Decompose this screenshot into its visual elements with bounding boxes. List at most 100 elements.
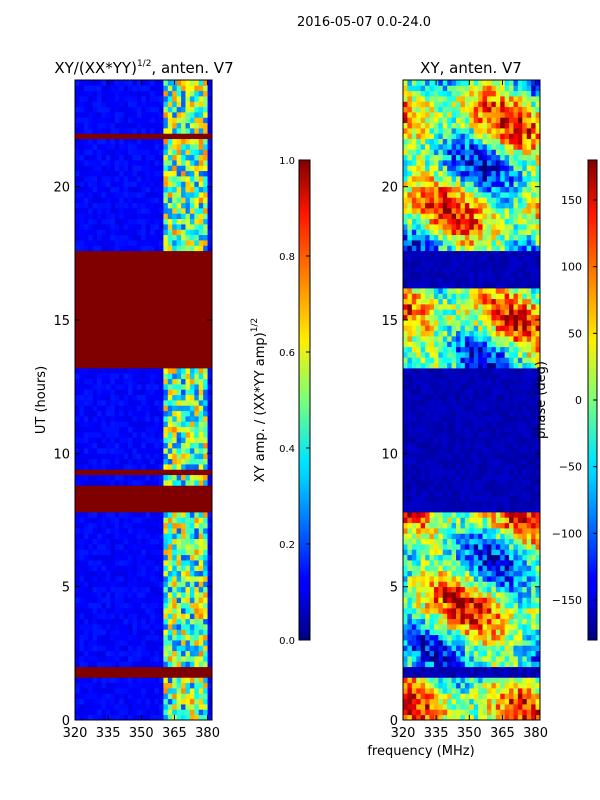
heatmap-cell bbox=[128, 613, 133, 620]
heatmap-cell bbox=[123, 629, 129, 636]
heatmap-cell bbox=[83, 357, 89, 364]
heatmap-cell bbox=[447, 517, 453, 524]
heatmap-cell bbox=[128, 490, 133, 497]
heatmap-cell bbox=[451, 522, 457, 529]
heatmap-cell bbox=[79, 405, 85, 412]
heatmap-cell bbox=[198, 309, 204, 316]
heatmap-cell bbox=[447, 522, 453, 529]
figure-suptitle: 2016-05-07 0.0-24.0 bbox=[297, 15, 431, 30]
heatmap-cell bbox=[513, 640, 519, 646]
heatmap-cell bbox=[114, 522, 120, 529]
heatmap-cell bbox=[176, 266, 182, 273]
heatmap-cell bbox=[167, 565, 173, 572]
heatmap-cell bbox=[163, 309, 169, 316]
heatmap-cell bbox=[407, 554, 413, 561]
heatmap-cell bbox=[132, 549, 138, 556]
heatmap-cell bbox=[207, 154, 213, 161]
heatmap-cell bbox=[105, 336, 111, 342]
heatmap-cell bbox=[194, 645, 200, 652]
heatmap-cell bbox=[150, 234, 155, 241]
heatmap-cell bbox=[110, 597, 116, 604]
heatmap-cell bbox=[176, 218, 182, 225]
heatmap-cell bbox=[158, 592, 164, 598]
heatmap-cell bbox=[167, 624, 173, 630]
heatmap-cell bbox=[128, 384, 133, 390]
heatmap-cell bbox=[145, 581, 151, 588]
heatmap-cell bbox=[97, 624, 102, 630]
heatmap-cell bbox=[442, 661, 448, 668]
heatmap-cell bbox=[517, 533, 523, 540]
heatmap-cell bbox=[482, 613, 488, 620]
heatmap-cell bbox=[119, 416, 125, 422]
heatmap-cell bbox=[172, 592, 178, 598]
heatmap-cell bbox=[460, 634, 466, 641]
heatmap-cell bbox=[176, 533, 182, 540]
heatmap-cell bbox=[447, 538, 453, 545]
heatmap-cell bbox=[425, 613, 430, 620]
heatmap-cell bbox=[482, 570, 488, 577]
heatmap-cell bbox=[429, 512, 435, 518]
heatmap-cell bbox=[92, 570, 98, 577]
heatmap-cell bbox=[79, 517, 85, 524]
heatmap-cell bbox=[88, 581, 94, 588]
heatmap-cell bbox=[189, 112, 195, 118]
heatmap-cell bbox=[79, 586, 85, 593]
heatmap-cell bbox=[150, 336, 155, 342]
heatmap-cell bbox=[110, 208, 116, 214]
heatmap-cell bbox=[207, 688, 213, 694]
heatmap-cell bbox=[486, 538, 492, 545]
heatmap-cell bbox=[438, 602, 444, 609]
heatmap-cell bbox=[150, 272, 155, 278]
heatmap-cell bbox=[181, 410, 186, 417]
heatmap-cell bbox=[185, 501, 191, 508]
heatmap-cell bbox=[101, 330, 107, 337]
heatmap-cell bbox=[97, 384, 102, 390]
heatmap-cell bbox=[110, 602, 116, 609]
heatmap-cell bbox=[132, 480, 138, 486]
heatmap-cell bbox=[416, 624, 422, 630]
heatmap-cell bbox=[101, 496, 107, 502]
heatmap-cell bbox=[110, 80, 116, 86]
heatmap-cell bbox=[460, 549, 466, 556]
heatmap-cell bbox=[167, 298, 173, 305]
heatmap-cell bbox=[75, 133, 80, 140]
heatmap-cell bbox=[176, 346, 182, 353]
heatmap-cell bbox=[128, 138, 133, 145]
heatmap-cell bbox=[110, 501, 116, 508]
heatmap-cell bbox=[150, 586, 155, 593]
heatmap-cell bbox=[517, 586, 523, 593]
heatmap-cell bbox=[198, 250, 204, 257]
heatmap-cell bbox=[141, 490, 147, 497]
heatmap-cell bbox=[83, 410, 89, 417]
heatmap-cell bbox=[167, 400, 173, 406]
heatmap-cell bbox=[207, 314, 213, 321]
heatmap-cell bbox=[97, 389, 102, 396]
heatmap-cell bbox=[207, 80, 213, 86]
heatmap-cell bbox=[88, 330, 94, 337]
heatmap-cell bbox=[526, 522, 532, 529]
heatmap-cell bbox=[141, 517, 147, 524]
heatmap-cell bbox=[97, 714, 102, 721]
heatmap-cell bbox=[83, 234, 89, 241]
heatmap-cell bbox=[464, 650, 470, 657]
heatmap-cell bbox=[504, 586, 510, 593]
heatmap-cell bbox=[154, 213, 160, 220]
heatmap-cell bbox=[110, 453, 116, 460]
heatmap-cell bbox=[163, 389, 169, 396]
heatmap-cell bbox=[513, 517, 519, 524]
heatmap-cell bbox=[420, 709, 426, 716]
heatmap-cell bbox=[110, 629, 116, 636]
heatmap-cell bbox=[136, 586, 142, 593]
heatmap-cell bbox=[145, 144, 151, 150]
heatmap-cell bbox=[92, 144, 98, 150]
heatmap-cell bbox=[189, 224, 195, 230]
heatmap-cell bbox=[167, 704, 173, 710]
heatmap-cell bbox=[203, 570, 208, 577]
heatmap-cell bbox=[132, 277, 138, 284]
heatmap-cell bbox=[522, 634, 528, 641]
heatmap-cell bbox=[464, 597, 470, 604]
heatmap-cell bbox=[181, 421, 186, 428]
heatmap-cell bbox=[185, 314, 191, 321]
heatmap-cell bbox=[75, 416, 80, 422]
heatmap-cell bbox=[181, 634, 186, 641]
